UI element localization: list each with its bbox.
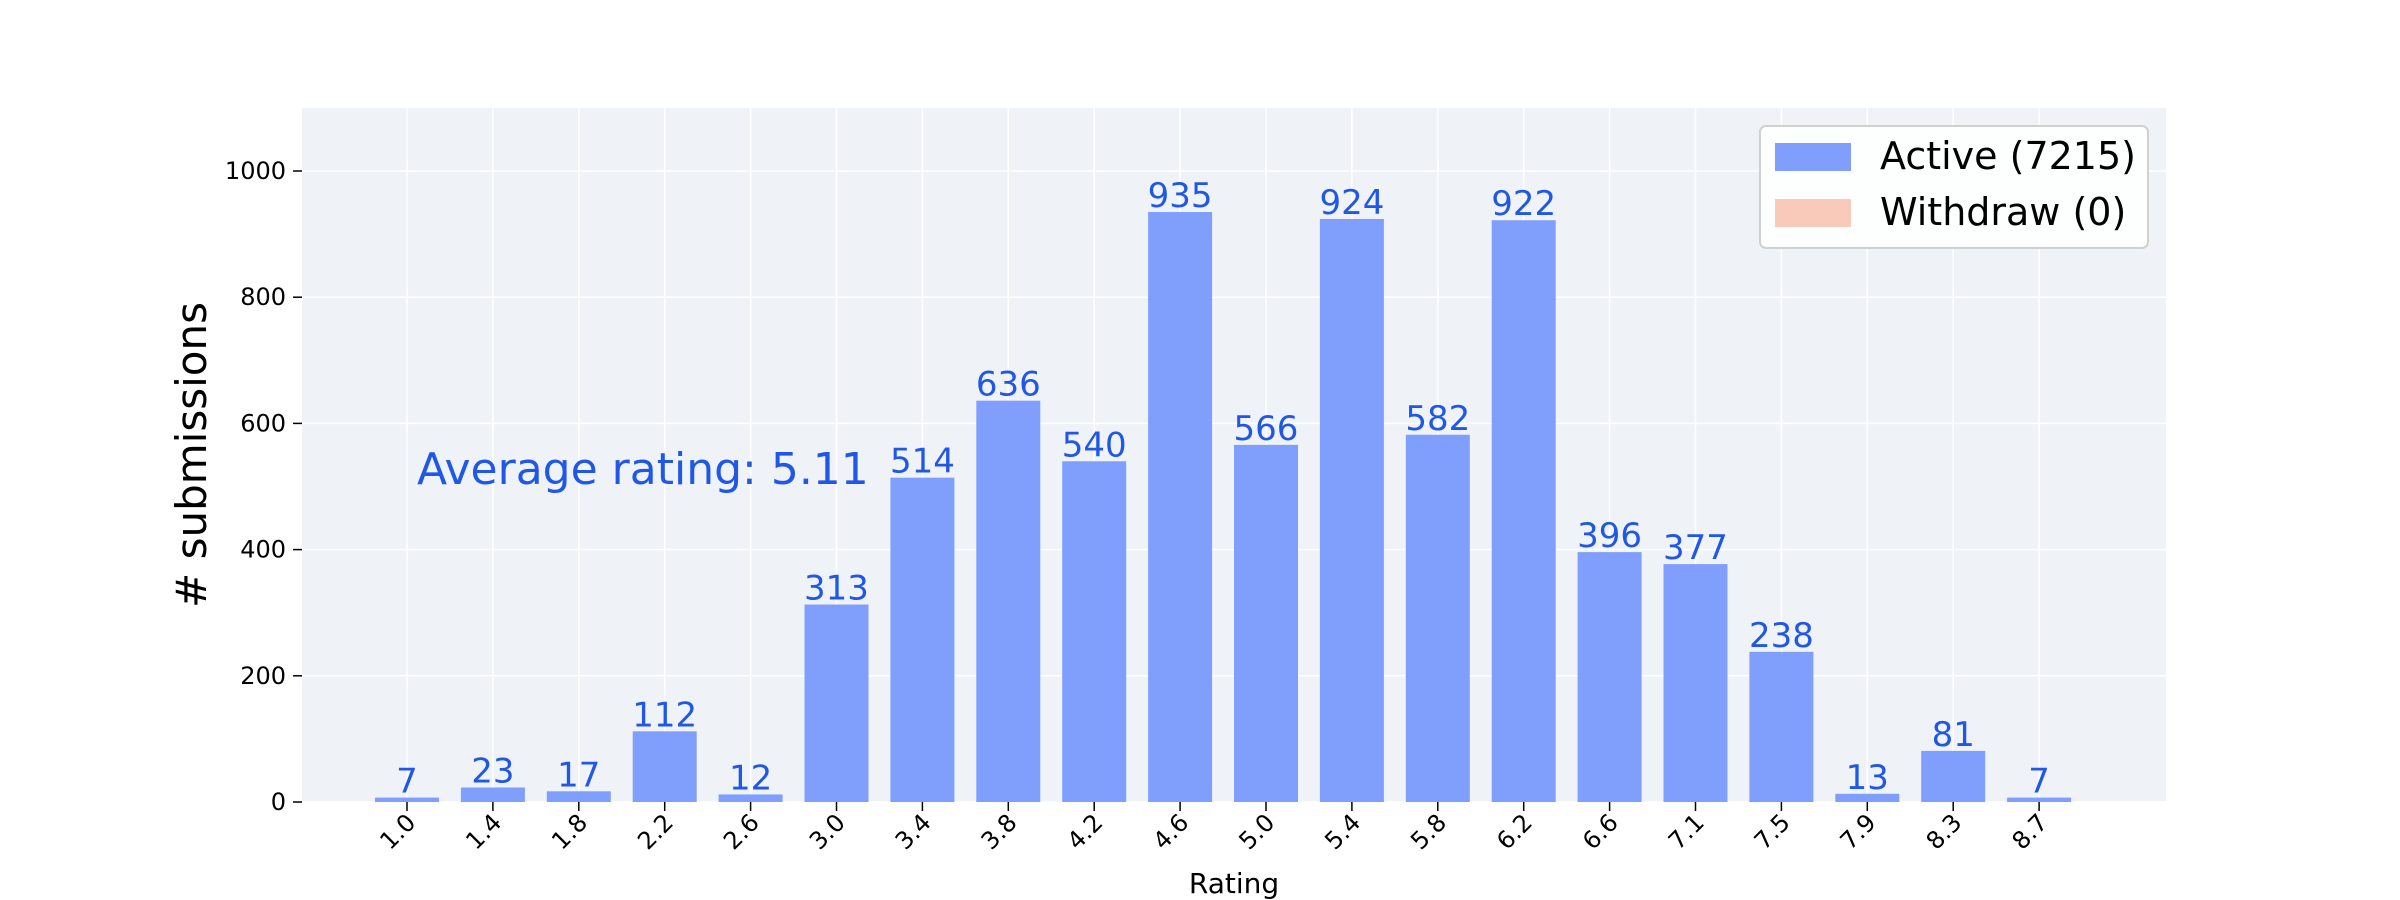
legend-label-withdraw: Withdraw (0) — [1880, 190, 2126, 234]
bar-value-label: 377 — [1663, 528, 1728, 568]
y-tick-label: 0 — [271, 788, 286, 816]
average-rating-annotation: Average rating: 5.11 — [417, 444, 869, 495]
x-tick-label: 8.7 — [2007, 808, 2054, 855]
bar-active — [1663, 564, 1728, 802]
legend-swatch-withdraw — [1775, 199, 1851, 227]
bar-value-label: 924 — [1319, 183, 1384, 223]
bar-value-label: 238 — [1749, 616, 1814, 656]
bar-value-label: 540 — [1062, 425, 1127, 465]
bar-active — [1062, 461, 1127, 802]
bar-value-label: 12 — [729, 758, 772, 798]
bar-active — [460, 787, 525, 802]
y-tick-label: 600 — [240, 409, 286, 437]
bar-value-label: 7 — [396, 762, 418, 802]
bar-value-label: 922 — [1491, 184, 1556, 224]
bar-value-label: 13 — [1846, 758, 1889, 798]
y-tick-label: 400 — [240, 536, 286, 564]
x-tick-label: 5.8 — [1405, 808, 1452, 855]
x-tick-label: 3.4 — [890, 808, 937, 855]
y-tick-label: 200 — [240, 662, 286, 690]
bar-active — [804, 604, 869, 802]
bar-active — [1148, 212, 1213, 802]
x-tick-label: 7.1 — [1663, 808, 1710, 855]
bar-value-label: 582 — [1405, 399, 1470, 439]
x-tick-label: 4.2 — [1062, 808, 1109, 855]
x-tick-label: 4.6 — [1148, 808, 1195, 855]
data-labels: 7 23 17 112 12 313 514 636 540 935 566 924 582 922 396… — [396, 176, 2050, 802]
bar-active — [632, 731, 697, 802]
y-axis-ticks: 0 200 400 600 800 1000 — [225, 157, 302, 816]
x-tick-label: 8.3 — [1921, 808, 1968, 855]
legend-label-active: Active (7215) — [1880, 134, 2136, 178]
bar-value-label: 566 — [1234, 409, 1299, 449]
bar-active — [2007, 797, 2072, 802]
bars — [375, 212, 2072, 802]
x-axis-ticks: 1.0 1.4 1.8 2.2 2.6 3.0 3.4 3.8 4.2 4.6 5.0 5.4 5.8 6… — [374, 802, 2053, 855]
x-tick-label: 1.0 — [374, 808, 421, 855]
bar-active — [1921, 750, 1986, 802]
bar-value-label: 17 — [557, 755, 600, 795]
y-tick-label: 800 — [240, 283, 286, 311]
bar-active — [1319, 218, 1384, 802]
x-tick-label: 7.5 — [1749, 808, 1796, 855]
x-tick-label: 5.4 — [1319, 808, 1366, 855]
legend-swatch-active — [1775, 143, 1851, 171]
bar-active — [1491, 220, 1556, 802]
bar-active — [546, 791, 611, 802]
bar-value-label: 935 — [1148, 176, 1213, 216]
bar-value-label: 81 — [1932, 715, 1975, 755]
bar-active — [1835, 793, 1900, 802]
bar-active — [718, 794, 783, 802]
y-axis-label: # submissions — [167, 302, 216, 608]
x-tick-label: 2.2 — [632, 808, 679, 855]
bar-value-label: 112 — [632, 695, 697, 735]
bar-active — [1749, 651, 1814, 802]
x-tick-label: 2.6 — [718, 808, 765, 855]
bar-value-label: 23 — [471, 751, 514, 791]
x-tick-label: 6.6 — [1577, 808, 1624, 855]
bar-active — [890, 477, 955, 802]
bar-value-label: 514 — [890, 442, 955, 482]
bar-active — [1577, 552, 1642, 802]
bar-value-label: 396 — [1577, 516, 1642, 556]
bar-value-label: 7 — [2028, 762, 2050, 802]
x-tick-label: 1.4 — [460, 808, 507, 855]
bar-value-label: 636 — [976, 365, 1041, 405]
bar-active — [375, 797, 439, 802]
y-tick-label: 1000 — [225, 157, 286, 185]
x-tick-label: 3.8 — [976, 808, 1023, 855]
x-tick-label: 5.0 — [1233, 808, 1280, 855]
x-tick-label: 3.0 — [804, 808, 851, 855]
bar-active — [1405, 434, 1470, 802]
x-tick-label: 1.8 — [546, 808, 593, 855]
legend: Active (7215) Withdraw (0) — [1759, 125, 2149, 249]
bar-active — [1234, 444, 1298, 802]
x-tick-label: 7.9 — [1835, 808, 1882, 855]
x-axis-label: Rating — [1189, 867, 1279, 900]
bar-active — [976, 400, 1041, 802]
bar-value-label: 313 — [804, 568, 869, 608]
legend-box — [1759, 125, 2149, 249]
x-tick-label: 6.2 — [1491, 808, 1538, 855]
